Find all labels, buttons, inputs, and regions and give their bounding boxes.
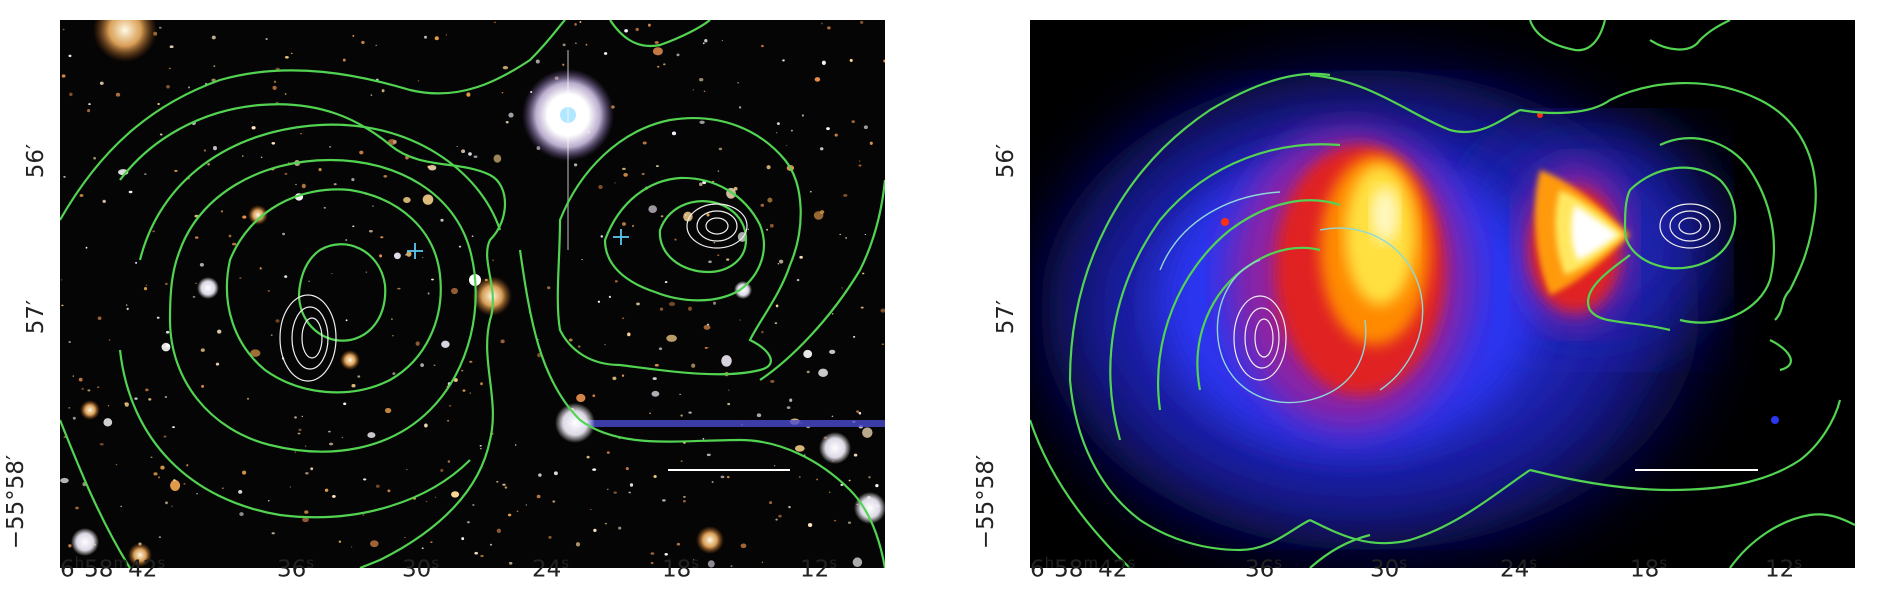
y-tick-label: 57′	[23, 299, 49, 335]
y-tick-label: 56′	[23, 143, 49, 179]
galaxy-field	[60, 20, 885, 568]
white-contours-xray	[1233, 203, 1721, 381]
x-tick-label: 18s	[1630, 554, 1668, 583]
x-tick-label: 6h58m42s	[60, 554, 166, 583]
x-tick-label: 30s	[1370, 554, 1408, 583]
y-tick-label: −55°58′	[973, 454, 999, 550]
cyan-markers	[407, 229, 629, 259]
y-tick-label: 56′	[993, 143, 1019, 179]
x-tick-label: 12s	[1765, 554, 1803, 583]
cyan-contours-xray	[1159, 191, 1424, 404]
y-tick-label: 57′	[993, 299, 1019, 335]
white-contours	[279, 203, 748, 382]
x-tick-label: 36s	[1245, 554, 1283, 583]
bright-star-lower	[555, 403, 595, 443]
xray-emission	[1040, 70, 1779, 550]
optical-image	[60, 20, 885, 568]
x-tick-label: 30s	[402, 554, 440, 583]
x-tick-label: 6h58m42s	[1030, 554, 1136, 583]
x-tick-label: 24s	[1500, 554, 1538, 583]
xray-image	[1030, 20, 1855, 568]
optical-image-panel	[60, 20, 885, 568]
y-tick-label: −55°58′	[3, 454, 29, 550]
x-tick-label: 12s	[800, 554, 838, 583]
x-tick-label: 36s	[277, 554, 315, 583]
x-tick-label: 24s	[532, 554, 570, 583]
x-tick-label: 18s	[662, 554, 700, 583]
green-contours	[60, 20, 885, 568]
bleed-trail	[575, 420, 885, 427]
xray-image-panel	[1030, 20, 1855, 568]
